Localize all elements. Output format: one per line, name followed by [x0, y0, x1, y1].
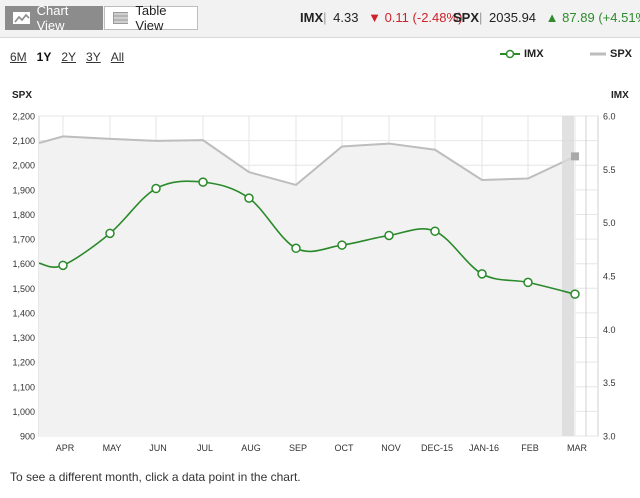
y-left-tick-label: 1,100	[12, 382, 35, 392]
x-tick-label: FEB	[521, 443, 539, 453]
y-left-tick-label: 1,900	[12, 185, 35, 195]
spx-line	[38, 135, 576, 187]
table-view-button[interactable]: Table View	[104, 3, 198, 33]
price-chart: 900 1,000 1,100 1,200 1,300 1,400 1,500 1,600 1,…	[12, 112, 616, 454]
imx-price: 4.33	[333, 10, 359, 25]
y-right-tick-label: 3.5	[603, 378, 616, 388]
imx-point[interactable]	[337, 240, 347, 250]
x-tick-label: NOV	[381, 443, 401, 453]
range-3y[interactable]: 3Y	[86, 50, 101, 64]
imx-point[interactable]	[291, 243, 301, 254]
imx-symbol: IMX	[300, 10, 324, 25]
x-tick-label: JAN-16	[469, 443, 499, 453]
y-left-tick-label: 900	[20, 432, 35, 442]
y-right-tick-label: 3.0	[603, 432, 616, 442]
spx-symbol: SPX	[453, 10, 480, 25]
spx-change: 87.89	[562, 10, 595, 25]
x-tick-label: DEC-15	[421, 443, 453, 453]
spx-point	[571, 152, 579, 161]
range-6m[interactable]: 6M	[10, 50, 27, 64]
down-arrow-icon: ▼	[368, 10, 381, 25]
imx-change: 0.11	[384, 10, 409, 25]
y-right-tick-label: 6.0	[603, 112, 616, 122]
imx-point[interactable]	[198, 177, 208, 187]
range-1y[interactable]: 1Y	[36, 50, 52, 64]
left-axis-title: SPX	[12, 90, 33, 101]
y-left-tick-label: 2,200	[12, 112, 35, 122]
imx-quote: IMX| 4.33 ▼ 0.11 (-2.48%)	[300, 10, 462, 25]
up-arrow-icon: ▲	[545, 10, 559, 25]
imx-point[interactable]	[430, 226, 440, 236]
quote-separator: |	[323, 10, 327, 25]
x-tick-label: APR	[56, 443, 75, 453]
y-left-tick-label: 1,000	[12, 407, 35, 417]
y-left-tick-label: 2,000	[12, 161, 35, 171]
x-tick-label: MAR	[567, 443, 588, 453]
x-tick-label: JUN	[149, 443, 167, 453]
imx-legend-icon	[500, 49, 520, 59]
toolbar: Chart View Table View IMX| 4.33 ▼ 0.11 (…	[0, 0, 640, 38]
x-tick-label: SEP	[289, 443, 307, 453]
y-right-tick-label: 4.0	[603, 325, 616, 335]
imx-point[interactable]	[105, 228, 115, 239]
spx-area	[39, 136, 575, 436]
y-left-tick-label: 1,800	[12, 210, 35, 220]
right-axis-title: IMX	[611, 90, 629, 101]
legend-spx-label: SPX	[610, 48, 633, 60]
y-left-tick-label: 1,200	[12, 358, 35, 368]
y-left-tick-label: 1,600	[12, 259, 35, 269]
y-right-tick-label: 4.5	[603, 272, 616, 282]
y-left-tick-label: 1,500	[12, 284, 35, 294]
imx-change-pct: (-2.48%)	[412, 10, 463, 25]
legend-imx[interactable]: IMX	[500, 48, 544, 60]
spx-change-pct: (+4.51%)	[598, 10, 640, 25]
legend-imx-label: IMX	[524, 48, 544, 60]
imx-point[interactable]	[58, 260, 68, 271]
imx-point[interactable]	[523, 277, 533, 288]
y-right-tick-label: 5.5	[603, 165, 616, 175]
table-view-label: Table View	[135, 3, 167, 33]
chart-view-label: Chart View	[36, 3, 69, 33]
footer-note: To see a different month, click a data p…	[10, 470, 301, 484]
y-right-tick-label: 5.0	[603, 218, 616, 228]
spx-legend-icon	[590, 52, 606, 56]
y-left-tick-label: 1,300	[12, 333, 35, 343]
x-tick-label: AUG	[241, 443, 261, 453]
spx-price: 2035.94	[489, 10, 537, 25]
imx-point[interactable]	[477, 269, 487, 279]
imx-point[interactable]	[384, 230, 394, 241]
x-tick-label: JUL	[197, 443, 213, 453]
table-icon	[113, 12, 129, 24]
chart-icon	[13, 12, 30, 24]
y-left-tick-label: 1,700	[12, 235, 35, 245]
range-2y[interactable]: 2Y	[61, 50, 77, 64]
legend-spx[interactable]: SPX	[590, 48, 632, 60]
range-selector: 6M 1Y 2Y 3Y All	[10, 50, 124, 64]
x-tick-label: OCT	[335, 443, 355, 453]
spx-quote: SPX| 2035.94 ▲ 87.89 (+4.51%)	[453, 10, 640, 25]
chart-view-button[interactable]: Chart View	[5, 3, 103, 33]
selected-month-band	[562, 116, 574, 436]
imx-point[interactable]	[244, 193, 254, 203]
quote-separator: |	[479, 10, 483, 25]
range-all[interactable]: All	[110, 50, 125, 64]
imx-point[interactable]	[151, 183, 161, 194]
x-tick-label: MAY	[103, 443, 122, 453]
y-left-tick-label: 2,100	[12, 136, 35, 146]
imx-point[interactable]	[570, 289, 580, 299]
y-left-tick-label: 1,400	[12, 308, 35, 318]
